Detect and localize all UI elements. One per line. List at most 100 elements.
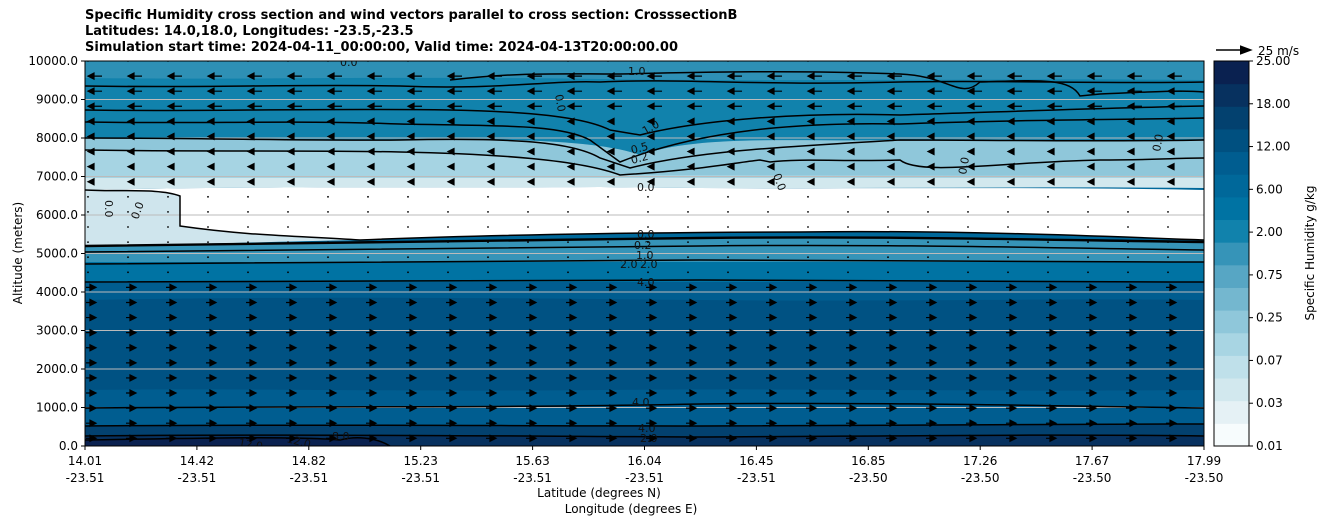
- wind-vector: [366, 328, 378, 337]
- wind-vector: [126, 132, 135, 141]
- wind-vector: [286, 102, 302, 111]
- wind-vector: [86, 373, 98, 382]
- wind-vector: [566, 117, 575, 126]
- wind-vector: [966, 132, 975, 141]
- wind-vector: [1046, 404, 1058, 413]
- wind-vector: [846, 102, 862, 111]
- wind-vector: [966, 298, 978, 307]
- wind-vector: [206, 283, 218, 292]
- wind-vector: [526, 404, 538, 413]
- wind-vector: [926, 283, 938, 292]
- colorbar-tick-label: 0.25: [1256, 311, 1283, 325]
- wind-vector: [1006, 328, 1018, 337]
- wind-vector: [927, 271, 929, 274]
- wind-vector: [526, 343, 538, 352]
- wind-vector: [166, 147, 175, 156]
- wind-vector: [486, 358, 498, 367]
- wind-vector: [486, 434, 498, 443]
- wind-vector: [126, 313, 138, 322]
- y-tick-label: 7000.0: [36, 170, 78, 184]
- wind-vector: [806, 72, 822, 81]
- wind-vector: [846, 132, 855, 141]
- wind-vector: [166, 72, 182, 81]
- wind-vector: [966, 373, 978, 382]
- wind-vector: [287, 241, 289, 244]
- wind-vector: [166, 162, 175, 171]
- wind-vector: [1007, 226, 1009, 228]
- wind-vector: [966, 283, 978, 292]
- wind-vector: [846, 147, 855, 156]
- wind-vector: [566, 283, 578, 292]
- wind-vector: [286, 328, 298, 337]
- wind-vector: [206, 419, 218, 428]
- wind-vector: [446, 389, 458, 397]
- wind-vector: [526, 389, 538, 397]
- wind-vector: [446, 72, 462, 81]
- wind-vector: [806, 147, 815, 156]
- wind-vector: [126, 298, 138, 307]
- contour-label: 0.0: [552, 93, 568, 112]
- wind-vector: [486, 132, 495, 141]
- wind-vector: [446, 404, 458, 413]
- wind-vector: [1086, 87, 1102, 96]
- x-tick-label-lat: 16.04: [627, 454, 661, 468]
- wind-vector: [807, 241, 809, 244]
- wind-vector: [1046, 117, 1055, 126]
- wind-vector: [846, 434, 858, 443]
- wind-vector: [766, 102, 782, 111]
- wind-vector: [767, 271, 769, 274]
- wind-vector: [606, 343, 618, 352]
- wind-vector: [326, 419, 338, 428]
- wind-vector: [1086, 389, 1098, 397]
- wind-vector: [206, 389, 218, 397]
- wind-vector: [1007, 241, 1009, 244]
- wind-vector: [686, 419, 698, 428]
- wind-vector: [166, 373, 178, 382]
- contour-label: 0.0: [102, 200, 115, 218]
- wind-vector: [1086, 434, 1098, 443]
- wind-vector: [646, 328, 658, 337]
- wind-vector: [566, 389, 578, 397]
- y-tick-label: 5000.0: [36, 247, 78, 261]
- wind-vector: [126, 162, 135, 171]
- wind-vector: [846, 283, 858, 292]
- wind-vector: [967, 271, 969, 274]
- wind-vector: [1006, 298, 1018, 307]
- wind-vector: [606, 434, 618, 443]
- wind-vector: [447, 271, 449, 274]
- wind-vector: [446, 162, 455, 171]
- wind-vector: [1006, 389, 1018, 397]
- wind-vector: [646, 102, 662, 111]
- wind-vector: [527, 195, 529, 198]
- wind-vector: [687, 271, 689, 274]
- wind-vector: [286, 389, 298, 397]
- wind-vector: [886, 373, 898, 382]
- wind-vector: [1126, 434, 1138, 443]
- wind-vector: [1086, 102, 1102, 111]
- wind-vector: [446, 298, 458, 307]
- wind-vector: [366, 389, 378, 397]
- contour-line: [85, 259, 1204, 265]
- wind-vector: [1166, 132, 1175, 141]
- wind-vector: [166, 87, 182, 96]
- wind-vector: [526, 358, 538, 367]
- wind-vector: [166, 117, 175, 126]
- wind-vector: [927, 241, 929, 244]
- wind-vector: [566, 313, 578, 322]
- wind-vector: [806, 358, 818, 367]
- wind-vector: [886, 102, 902, 111]
- wind-vector: [926, 132, 935, 141]
- wind-vector: [206, 72, 222, 81]
- wind-vector: [1166, 117, 1175, 126]
- wind-vector: [766, 298, 778, 307]
- wind-vector: [1166, 72, 1182, 81]
- colorbar-tick-label: 6.00: [1256, 182, 1283, 196]
- wind-vector: [1046, 162, 1055, 171]
- wind-vector: [887, 195, 889, 198]
- wind-vector: [1126, 343, 1138, 352]
- wind-vector: [727, 271, 729, 274]
- wind-vector: [1007, 195, 1009, 198]
- wind-vector: [1166, 343, 1178, 352]
- wind-vector: [247, 195, 249, 198]
- wind-vector: [486, 117, 495, 126]
